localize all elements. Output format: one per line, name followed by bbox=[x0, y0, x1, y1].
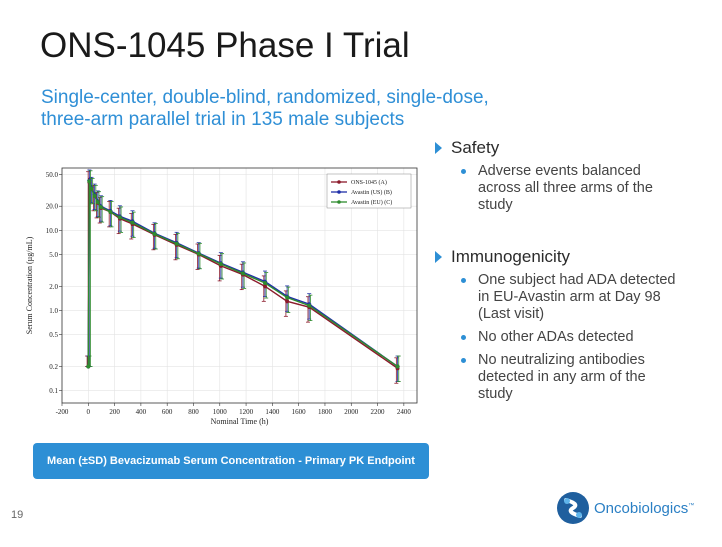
y-tick-label: 50.0 bbox=[46, 171, 59, 179]
caret-right-icon bbox=[435, 142, 442, 154]
legend-marker bbox=[337, 190, 341, 194]
bullet-list: Safety Adverse events balanced across al… bbox=[432, 138, 712, 409]
data-point bbox=[108, 209, 113, 214]
x-tick-label: 1400 bbox=[265, 408, 280, 416]
data-point bbox=[86, 364, 91, 369]
data-point bbox=[89, 186, 94, 191]
data-point bbox=[196, 251, 201, 256]
y-axis-title: Serum Concentration (µg/mL) bbox=[25, 236, 34, 334]
logo-text: Oncobiologics™ bbox=[594, 500, 694, 517]
bullet-item: Adverse events balanced across all three… bbox=[432, 163, 683, 214]
slide-subtitle: Single-center, double-blind, randomized,… bbox=[41, 87, 601, 131]
data-point bbox=[174, 241, 179, 246]
data-point bbox=[285, 295, 290, 300]
x-tick-label: 1000 bbox=[213, 408, 228, 416]
y-tick-label: 0.5 bbox=[49, 331, 58, 339]
legend-marker bbox=[337, 200, 341, 204]
y-tick-label: 0.2 bbox=[49, 363, 58, 371]
data-point bbox=[152, 232, 157, 237]
x-tick-label: 800 bbox=[188, 408, 199, 416]
subtitle-line-2: three-arm parallel trial in 135 male sub… bbox=[41, 109, 405, 130]
section-heading: Safety bbox=[451, 138, 500, 157]
oncobiologics-logo-icon bbox=[557, 492, 589, 524]
x-tick-label: -200 bbox=[56, 408, 69, 416]
section-safety: Safety bbox=[432, 138, 712, 158]
y-tick-label: 10.0 bbox=[46, 227, 59, 235]
x-tick-label: 1200 bbox=[239, 408, 254, 416]
plot-frame bbox=[61, 167, 418, 404]
data-point bbox=[240, 271, 245, 276]
data-point bbox=[98, 205, 103, 210]
data-point bbox=[263, 284, 268, 289]
data-point bbox=[263, 281, 268, 286]
data-point bbox=[307, 303, 312, 308]
y-tick-label: 20.0 bbox=[46, 203, 59, 211]
data-point bbox=[87, 179, 92, 184]
y-tick-label: 0.1 bbox=[49, 387, 58, 395]
pk-concentration-chart: -200 0 200 400 600 800 1000 1200 1400 1600 1800 200… bbox=[22, 158, 430, 433]
data-point bbox=[92, 193, 97, 198]
legend-marker bbox=[337, 180, 341, 184]
logo-name: Oncobiologics bbox=[594, 499, 689, 517]
chart-series bbox=[85, 178, 400, 371]
legend-label: Avastin (EU) (C) bbox=[351, 199, 392, 206]
trademark-symbol: ™ bbox=[688, 502, 695, 509]
data-point bbox=[95, 200, 100, 205]
subtitle-line-1: Single-center, double-blind, randomized,… bbox=[41, 87, 489, 108]
caret-right-icon bbox=[435, 251, 442, 263]
legend-label: ONS-1045 (A) bbox=[351, 179, 387, 186]
slide-title: ONS-1045 Phase I Trial bbox=[40, 26, 410, 65]
axis-ticks: -200 0 200 400 600 800 1000 1200 1400 1600 1800 200… bbox=[46, 171, 412, 416]
x-tick-label: 2400 bbox=[397, 408, 412, 416]
x-tick-label: 600 bbox=[162, 408, 173, 416]
x-tick-label: 400 bbox=[136, 408, 147, 416]
x-tick-label: 2000 bbox=[344, 408, 359, 416]
x-tick-label: 2200 bbox=[371, 408, 386, 416]
data-point bbox=[285, 299, 290, 304]
chart-grid bbox=[61, 168, 417, 403]
chart-legend: ONS-1045 (A) Avastin (US) (B) Avastin (EU)… bbox=[326, 173, 412, 209]
data-point bbox=[218, 262, 223, 267]
y-tick-label: 1.0 bbox=[49, 307, 58, 315]
bullet-item: No neutralizing antibodies detected in a… bbox=[432, 352, 683, 403]
y-tick-label: 5.0 bbox=[49, 251, 58, 259]
company-logo: Oncobiologics™ bbox=[556, 491, 694, 525]
bullet-item: No other ADAs detected bbox=[432, 329, 683, 346]
x-tick-label: 0 bbox=[87, 408, 91, 416]
x-tick-label: 1800 bbox=[318, 408, 333, 416]
data-point bbox=[395, 364, 400, 369]
data-point bbox=[117, 215, 122, 220]
x-axis-title: Nominal Time (h) bbox=[211, 417, 269, 426]
bullet-item: One subject had ADA detected in EU-Avast… bbox=[432, 272, 683, 323]
y-tick-label: 2.0 bbox=[49, 283, 58, 291]
x-tick-label: 200 bbox=[109, 408, 120, 416]
legend-label: Avastin (US) (B) bbox=[351, 189, 392, 196]
section-heading: Immunogenicity bbox=[451, 247, 571, 266]
x-tick-label: 1600 bbox=[292, 408, 307, 416]
section-immunogenicity: Immunogenicity bbox=[432, 247, 712, 267]
page-number: 19 bbox=[11, 509, 24, 521]
chart-caption: Mean (±SD) Bevacizumab Serum Concentrati… bbox=[33, 443, 429, 479]
data-point bbox=[130, 220, 135, 225]
